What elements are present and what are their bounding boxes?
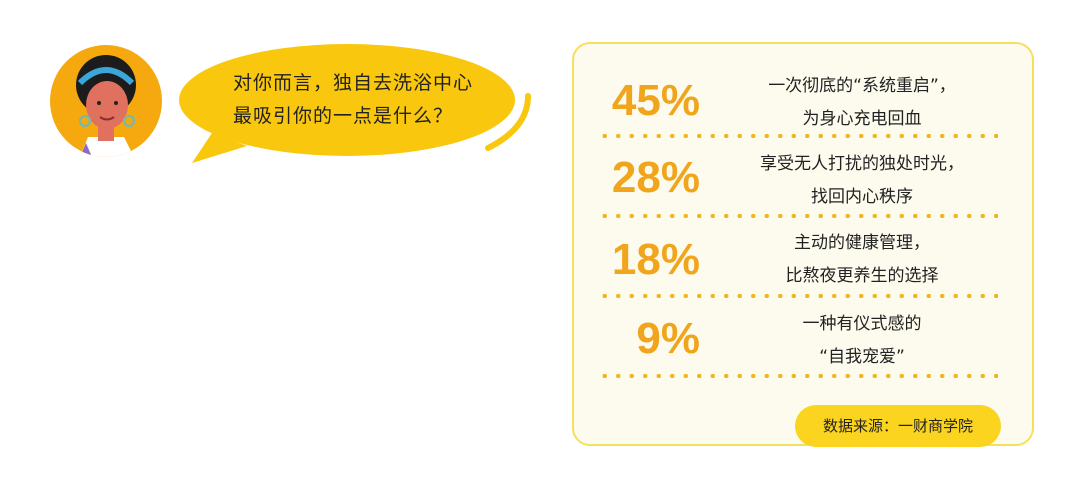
result-percent: 18% — [611, 235, 700, 284]
result-percent: 28% — [611, 153, 700, 202]
result-description: 一次彻底的“系统重启”， 为身心充电回血 — [730, 70, 994, 136]
result-description: 享受无人打扰的独处时光， 找回内心秩序 — [730, 148, 994, 214]
result-description: 主动的健康管理， 比熬夜更养生的选择 — [730, 227, 994, 293]
result-line-1: 享受无人打扰的独处时光， — [760, 154, 964, 174]
results-card — [572, 42, 1034, 446]
result-line-1: 一种有仪式感的 — [802, 314, 922, 334]
source-badge: 数据来源：一财商学院 — [795, 405, 1001, 447]
question-line-2: 最吸引你的一点是什么？ — [233, 105, 454, 127]
speech-bubble — [179, 44, 531, 163]
result-line-2: 找回内心秩序 — [811, 187, 913, 207]
result-percent: 45% — [611, 76, 700, 125]
dotted-divider — [598, 214, 998, 218]
dotted-divider — [598, 374, 998, 378]
result-description: 一种有仪式感的 “自我宠爱” — [730, 308, 994, 374]
result-line-2: 为身心充电回血 — [802, 109, 922, 129]
result-line-1: 一次彻底的“系统重启”， — [768, 76, 956, 96]
result-line-2: “自我宠爱” — [819, 347, 905, 367]
dotted-divider — [598, 134, 998, 138]
result-line-1: 主动的健康管理， — [794, 233, 930, 253]
result-line-2: 比熬夜更养生的选择 — [785, 266, 939, 286]
avatar — [50, 45, 162, 157]
result-percent: 9% — [636, 314, 700, 363]
question-line-1: 对你而言，独自去洗浴中心 — [233, 72, 474, 94]
dotted-divider — [598, 294, 998, 298]
